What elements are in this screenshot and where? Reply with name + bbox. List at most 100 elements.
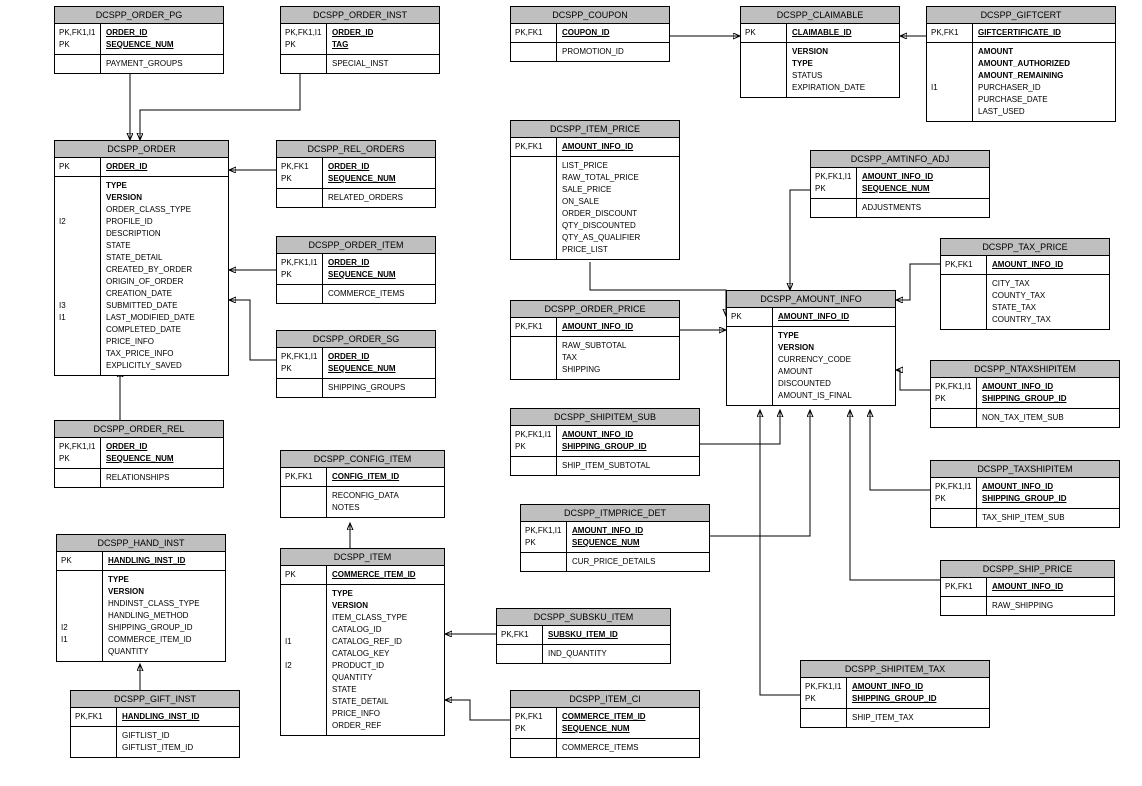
- entity-title: DCSPP_ITMPRICE_DET: [521, 505, 709, 522]
- edge-14: [700, 410, 780, 444]
- key-column: PK,FK1,I1PK: [281, 24, 327, 54]
- pk-attributes: ORDER_IDTAG: [327, 24, 439, 54]
- entity-title: DCSPP_HAND_INST: [57, 535, 225, 552]
- index-column: I1: [927, 43, 973, 121]
- pk-attributes: ORDER_IDSEQUENCE_NUM: [101, 24, 223, 54]
- attributes: SHIP_ITEM_TAX: [847, 709, 989, 727]
- pk-attributes: COMMERCE_ITEM_ID: [327, 566, 444, 584]
- entity-shipitem_sub: DCSPP_SHIPITEM_SUBPK,FK1,I1PKAMOUNT_INFO…: [510, 408, 700, 476]
- entity-title: DCSPP_ITEM: [281, 549, 444, 566]
- index-column: [941, 597, 987, 615]
- pk-attributes: CLAIMABLE_ID: [787, 24, 899, 42]
- pk-attributes: AMOUNT_INFO_ID: [987, 256, 1109, 274]
- key-column: PK,FK1,I1PK: [801, 678, 847, 708]
- index-column: [941, 275, 987, 329]
- entity-item: DCSPP_ITEMPKCOMMERCE_ITEM_IDI1I2TYPEVERS…: [280, 548, 445, 736]
- entity-ntaxshipitem: DCSPP_NTAXSHIPITEMPK,FK1,I1PKAMOUNT_INFO…: [930, 360, 1120, 428]
- index-column: [281, 55, 327, 73]
- entity-item_ci: DCSPP_ITEM_CIPK,FK1PKCOMMERCE_ITEM_IDSEQ…: [510, 690, 700, 758]
- index-column: [511, 739, 557, 757]
- pk-attributes: AMOUNT_INFO_IDSHIPPING_GROUP_ID: [557, 426, 699, 456]
- entity-title: DCSPP_AMOUNT_INFO: [727, 291, 895, 308]
- entity-ship_price: DCSPP_SHIP_PRICEPK,FK1AMOUNT_INFO_IDRAW_…: [940, 560, 1115, 616]
- attributes: RAW_SHIPPING: [987, 597, 1114, 615]
- key-column: PK: [55, 158, 101, 176]
- entity-title: DCSPP_TAXSHIPITEM: [931, 461, 1119, 478]
- pk-attributes: CONFIG_ITEM_ID: [327, 468, 444, 486]
- entity-title: DCSPP_ORDER_SG: [277, 331, 435, 348]
- entity-config_item: DCSPP_CONFIG_ITEMPK,FK1CONFIG_ITEM_IDREC…: [280, 450, 445, 518]
- entity-taxshipitem: DCSPP_TAXSHIPITEMPK,FK1,I1PKAMOUNT_INFO_…: [930, 460, 1120, 528]
- attributes: TYPEVERSIONHNDINST_CLASS_TYPEHANDLING_ME…: [103, 571, 225, 661]
- index-column: [521, 553, 567, 571]
- attributes: TYPEVERSIONCURRENCY_CODEAMOUNTDISCOUNTED…: [773, 327, 895, 405]
- entity-title: DCSPP_ORDER_INST: [281, 7, 439, 24]
- pk-attributes: HANDLING_INST_ID: [117, 708, 239, 726]
- key-column: PK,FK1,I1PK: [277, 348, 323, 378]
- index-column: [511, 337, 557, 379]
- entity-shipitem_tax: DCSPP_SHIPITEM_TAXPK,FK1,I1PKAMOUNT_INFO…: [800, 660, 990, 728]
- index-column: [497, 645, 543, 663]
- pk-attributes: COMMERCE_ITEM_IDSEQUENCE_NUM: [557, 708, 699, 738]
- attributes: TYPEVERSIONITEM_CLASS_TYPECATALOG_IDCATA…: [327, 585, 444, 735]
- index-column: I2I1: [57, 571, 103, 661]
- attributes: SPECIAL_INST: [327, 55, 439, 73]
- index-column: [741, 43, 787, 97]
- key-column: PK,FK1: [941, 256, 987, 274]
- entity-coupon: DCSPP_COUPONPK,FK1COUPON_IDPROMOTION_ID: [510, 6, 670, 62]
- key-column: PK,FK1: [941, 578, 987, 596]
- attributes: AMOUNTAMOUNT_AUTHORIZEDAMOUNT_REMAININGP…: [973, 43, 1115, 121]
- attributes: SHIP_ITEM_SUBTOTAL: [557, 457, 699, 475]
- pk-attributes: COUPON_ID: [557, 24, 669, 42]
- key-column: PK: [57, 552, 103, 570]
- edge-10: [790, 190, 810, 290]
- entity-order_pg: DCSPP_ORDER_PGPK,FK1,I1PKORDER_IDSEQUENC…: [54, 6, 224, 74]
- attributes: RELATIONSHIPS: [101, 469, 223, 487]
- pk-attributes: AMOUNT_INFO_IDSHIPPING_GROUP_ID: [977, 478, 1119, 508]
- pk-attributes: GIFTCERTIFICATE_ID: [973, 24, 1115, 42]
- key-column: PK,FK1PK: [277, 158, 323, 188]
- index-column: [55, 469, 101, 487]
- index-column: I1I2: [281, 585, 327, 735]
- key-column: PK,FK1: [281, 468, 327, 486]
- pk-attributes: ORDER_IDSEQUENCE_NUM: [323, 158, 435, 188]
- pk-attributes: AMOUNT_INFO_ID: [557, 138, 679, 156]
- entity-title: DCSPP_CONFIG_ITEM: [281, 451, 444, 468]
- attributes: SHIPPING_GROUPS: [323, 379, 435, 397]
- pk-attributes: AMOUNT_INFO_ID: [987, 578, 1114, 596]
- entity-title: DCSPP_ORDER_ITEM: [277, 237, 435, 254]
- entity-subsku_item: DCSPP_SUBSKU_ITEMPK,FK1SUBSKU_ITEM_IDIND…: [496, 608, 671, 664]
- attributes: COMMERCE_ITEMS: [323, 285, 435, 303]
- attributes: TYPEVERSIONORDER_CLASS_TYPEPROFILE_IDDES…: [101, 177, 228, 375]
- pk-attributes: AMOUNT_INFO_IDSHIPPING_GROUP_ID: [977, 378, 1119, 408]
- attributes: CITY_TAXCOUNTY_TAXSTATE_TAXCOUNTRY_TAX: [987, 275, 1109, 329]
- entity-rel_orders: DCSPP_REL_ORDERSPK,FK1PKORDER_IDSEQUENCE…: [276, 140, 436, 208]
- pk-attributes: ORDER_IDSEQUENCE_NUM: [323, 254, 435, 284]
- key-column: PK,FK1: [511, 318, 557, 336]
- key-column: PK,FK1,I1PK: [931, 378, 977, 408]
- attributes: COMMERCE_ITEMS: [557, 739, 699, 757]
- index-column: I2I3I1: [55, 177, 101, 375]
- entity-title: DCSPP_SHIPITEM_TAX: [801, 661, 989, 678]
- key-column: PK,FK1: [927, 24, 973, 42]
- pk-attributes: SUBSKU_ITEM_ID: [543, 626, 670, 644]
- entity-title: DCSPP_COUPON: [511, 7, 669, 24]
- entity-order_price: DCSPP_ORDER_PRICEPK,FK1AMOUNT_INFO_IDRAW…: [510, 300, 680, 380]
- key-column: PK,FK1: [71, 708, 117, 726]
- index-column: [277, 285, 323, 303]
- edge-12: [896, 370, 930, 390]
- attributes: PROMOTION_ID: [557, 43, 669, 61]
- pk-attributes: AMOUNT_INFO_ID: [773, 308, 895, 326]
- index-column: [55, 55, 101, 73]
- bold-attributes: VERSIONTYPE: [792, 46, 894, 70]
- index-column: [511, 157, 557, 259]
- entity-tax_price: DCSPP_TAX_PRICEPK,FK1AMOUNT_INFO_IDCITY_…: [940, 238, 1110, 330]
- key-column: PK,FK1: [511, 138, 557, 156]
- key-column: PK,FK1: [497, 626, 543, 644]
- bold-attributes: TYPEVERSION: [106, 180, 223, 204]
- pk-attributes: AMOUNT_INFO_ID: [557, 318, 679, 336]
- edge-1: [140, 66, 300, 140]
- attributes: RECONFIG_DATANOTES: [327, 487, 444, 517]
- normal-attributes: STATUSEXPIRATION_DATE: [792, 70, 894, 94]
- entity-title: DCSPP_SHIP_PRICE: [941, 561, 1114, 578]
